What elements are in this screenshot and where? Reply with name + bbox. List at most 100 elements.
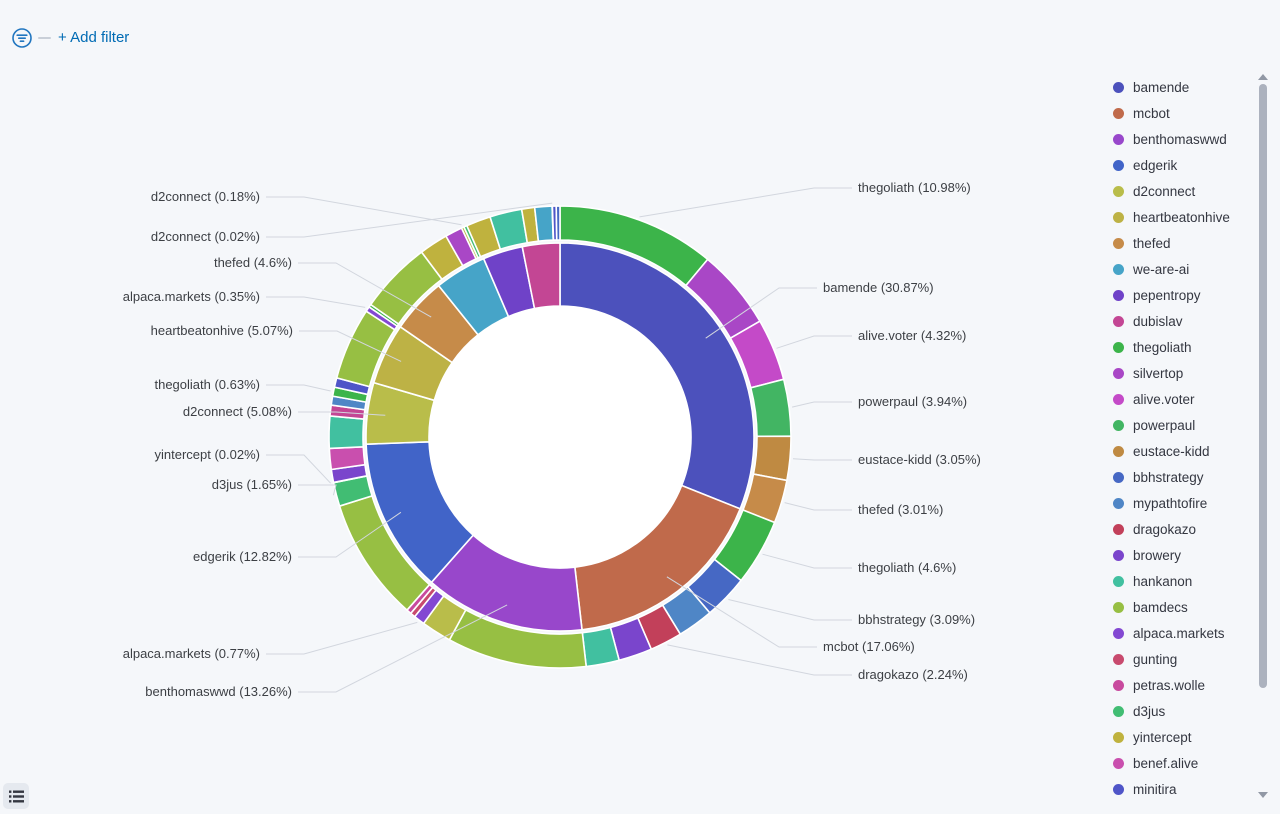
- legend-scrollbar-thumb[interactable]: [1259, 84, 1267, 688]
- pie-slice-label: thegoliath (10.98%): [858, 180, 971, 195]
- legend-color-dot: [1113, 549, 1124, 561]
- pie-slice-label: mcbot (17.06%): [823, 639, 915, 654]
- legend-item-label: d2connect: [1133, 183, 1196, 199]
- legend-item-we-are-ai[interactable]: we-are-ai: [1107, 256, 1255, 282]
- callout-line: [639, 187, 852, 218]
- legend-item-benthomaswwd[interactable]: benthomaswwd: [1107, 126, 1255, 152]
- legend-color-dot: [1113, 211, 1124, 223]
- legend-item-label: mcbot: [1133, 105, 1170, 121]
- callout-line: [784, 502, 852, 511]
- legend-item-benef.alive[interactable]: benef.alive: [1107, 750, 1255, 776]
- callout-line: [266, 621, 418, 655]
- legend-item-label: yintercept: [1133, 729, 1192, 745]
- chart-legend: bamende mcbot benthomaswwd edgerik d2connect…: [1107, 74, 1255, 798]
- legend-color-dot: [1113, 445, 1124, 457]
- pie-slice-label: alpaca.markets (0.35%): [122, 289, 260, 304]
- legend-color-dot: [1113, 393, 1124, 405]
- callout-line: [791, 401, 852, 408]
- pie-slice-outer-we-are-ai[interactable]: [533, 205, 555, 242]
- scroll-down-icon[interactable]: [1258, 792, 1268, 798]
- callout-line: [728, 599, 852, 621]
- pie-slice-label: thefed (3.01%): [858, 502, 944, 517]
- pie-slice-label: d2connect (0.02%): [150, 229, 260, 244]
- pie-slice-label: thefed (4.6%): [213, 255, 292, 270]
- legend-item-dubislav[interactable]: dubislav: [1107, 308, 1255, 334]
- toggle-legend-button[interactable]: [3, 783, 29, 809]
- callout-line: [776, 335, 852, 349]
- legend-color-dot: [1113, 237, 1124, 249]
- pie-slice-outer-eustace-kidd[interactable]: [752, 435, 792, 482]
- list-icon: [8, 790, 24, 802]
- legend-item-alpaca.markets[interactable]: alpaca.markets: [1107, 620, 1255, 646]
- legend-item-label: eustace-kidd: [1133, 443, 1210, 459]
- legend-item-bamende[interactable]: bamende: [1107, 74, 1255, 100]
- legend-item-thegoliath[interactable]: thegoliath: [1107, 334, 1255, 360]
- legend-item-eustace-kidd[interactable]: eustace-kidd: [1107, 438, 1255, 464]
- add-filter-button[interactable]: + Add filter: [58, 29, 130, 46]
- pie-slice-inner-bamende[interactable]: [559, 242, 755, 510]
- legend-scrollbar[interactable]: [1258, 70, 1268, 802]
- legend-color-dot: [1113, 679, 1124, 691]
- legend-item-pepentropy[interactable]: pepentropy: [1107, 282, 1255, 308]
- filter-in-circle-icon[interactable]: [12, 28, 32, 48]
- legend-item-thefed[interactable]: thefed: [1107, 230, 1255, 256]
- legend-color-dot: [1113, 653, 1124, 665]
- legend-color-dot: [1113, 705, 1124, 717]
- legend-color-dot: [1113, 575, 1124, 587]
- legend-item-label: dubislav: [1133, 313, 1183, 329]
- legend-color-dot: [1113, 471, 1124, 483]
- legend-item-yintercept[interactable]: yintercept: [1107, 724, 1255, 750]
- legend-color-dot: [1113, 341, 1124, 353]
- pie-slice-outer-bbhstrategy[interactable]: [555, 205, 561, 241]
- legend-color-dot: [1113, 263, 1124, 275]
- scroll-up-icon[interactable]: [1258, 74, 1268, 80]
- legend-item-petras.wolle[interactable]: petras.wolle: [1107, 672, 1255, 698]
- legend-item-alive.voter[interactable]: alive.voter: [1107, 386, 1255, 412]
- filter-bar: + Add filter: [0, 0, 1280, 56]
- legend-item-label: edgerik: [1133, 157, 1178, 173]
- pie-slice-inner-dubislav[interactable]: [521, 242, 561, 310]
- legend-item-label: alpaca.markets: [1133, 625, 1225, 641]
- legend-item-minitira[interactable]: minitira: [1107, 776, 1255, 798]
- legend-item-heartbeatonhive[interactable]: heartbeatonhive: [1107, 204, 1255, 230]
- legend-item-gunting[interactable]: gunting: [1107, 646, 1255, 672]
- legend-item-label: gunting: [1133, 651, 1178, 667]
- pie-slice-label: alpaca.markets (0.77%): [122, 646, 260, 661]
- legend-item-browery[interactable]: browery: [1107, 542, 1255, 568]
- legend-color-dot: [1113, 731, 1124, 743]
- callout-line: [705, 287, 817, 339]
- legend-item-label: mypathtofire: [1133, 495, 1208, 511]
- legend-item-label: pepentropy: [1133, 287, 1201, 303]
- legend-item-bamdecs[interactable]: bamdecs: [1107, 594, 1255, 620]
- callout-line: [667, 644, 852, 676]
- legend-item-label: powerpaul: [1133, 417, 1196, 433]
- legend-item-silvertop[interactable]: silvertop: [1107, 360, 1255, 386]
- legend-item-hankanon[interactable]: hankanon: [1107, 568, 1255, 594]
- legend-item-mypathtofire[interactable]: mypathtofire: [1107, 490, 1255, 516]
- pie-slice-outer-hankanon[interactable]: [328, 415, 365, 450]
- legend-item-mcbot[interactable]: mcbot: [1107, 100, 1255, 126]
- legend-item-edgerik[interactable]: edgerik: [1107, 152, 1255, 178]
- legend-color-dot: [1113, 159, 1124, 171]
- pie-slice-label: d3jus (1.65%): [211, 477, 292, 492]
- pie-slice-outer-powerpaul[interactable]: [749, 378, 792, 438]
- legend-item-d2connect[interactable]: d2connect: [1107, 178, 1255, 204]
- legend-item-powerpaul[interactable]: powerpaul: [1107, 412, 1255, 438]
- legend-color-dot: [1113, 783, 1124, 795]
- legend-color-dot: [1113, 107, 1124, 119]
- legend-item-label: dragokazo: [1133, 521, 1197, 537]
- legend-item-label: thegoliath: [1133, 339, 1192, 355]
- legend-color-dot: [1113, 523, 1124, 535]
- callout-line: [298, 484, 337, 496]
- callout-line: [299, 330, 402, 362]
- callout-line: [762, 553, 852, 569]
- legend-item-dragokazo[interactable]: dragokazo: [1107, 516, 1255, 542]
- legend-item-label: bamdecs: [1133, 599, 1188, 615]
- pie-slice-label: powerpaul (3.94%): [858, 394, 968, 409]
- legend-item-bbhstrategy[interactable]: bbhstrategy: [1107, 464, 1255, 490]
- legend-item-d3jus[interactable]: d3jus: [1107, 698, 1255, 724]
- legend-item-label: thefed: [1133, 235, 1171, 251]
- pie-slice-outer-benef.alive[interactable]: [328, 445, 366, 471]
- legend-color-dot: [1113, 627, 1124, 639]
